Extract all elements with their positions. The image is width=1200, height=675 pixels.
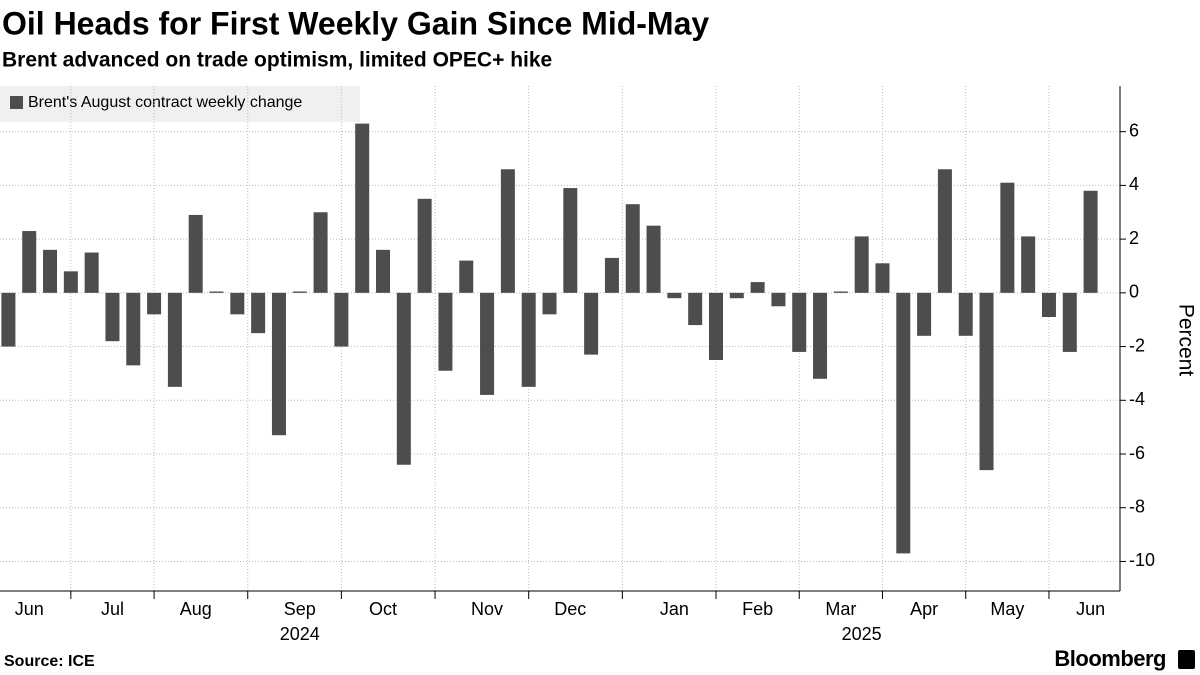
x-tick-label: Mar xyxy=(825,599,856,619)
y-tick-label: -10 xyxy=(1129,550,1155,570)
bar xyxy=(604,257,619,293)
x-tick-label: Jun xyxy=(1076,599,1105,619)
bar xyxy=(105,292,120,342)
x-tick-label: Apr xyxy=(910,599,938,619)
bar xyxy=(251,292,266,334)
bar xyxy=(708,292,723,360)
legend-label: Brent's August contract weekly change xyxy=(28,94,302,111)
bar xyxy=(688,292,703,326)
bar xyxy=(792,292,807,352)
y-tick-label: -2 xyxy=(1129,335,1145,355)
bar xyxy=(833,291,848,293)
bar xyxy=(188,214,203,293)
x-tick-label: Oct xyxy=(369,599,397,619)
bar xyxy=(813,292,828,379)
bar xyxy=(500,169,515,293)
x-tick-label: May xyxy=(990,599,1024,619)
bar xyxy=(896,292,911,554)
bar xyxy=(376,249,391,293)
y-tick-label: -4 xyxy=(1129,389,1145,409)
bar xyxy=(230,292,245,315)
source: Source: ICE xyxy=(4,653,95,670)
bar xyxy=(771,292,786,307)
brand-icon xyxy=(1178,650,1195,669)
y-tick-label: 4 xyxy=(1129,174,1139,194)
bar xyxy=(958,292,973,336)
bar xyxy=(646,225,661,293)
bar xyxy=(459,260,474,293)
bar xyxy=(355,123,370,293)
bar xyxy=(521,292,536,387)
bar xyxy=(63,271,78,293)
bar xyxy=(563,188,578,293)
bar xyxy=(542,292,557,315)
bar xyxy=(209,291,224,293)
bar xyxy=(417,198,432,293)
bar xyxy=(917,292,932,336)
bar xyxy=(729,292,744,299)
x-tick-label: Feb xyxy=(742,599,773,619)
bar xyxy=(334,292,349,347)
x-tick-label: Jul xyxy=(101,599,124,619)
x-tick-label: Nov xyxy=(471,599,503,619)
bar xyxy=(43,249,58,293)
bar xyxy=(1041,292,1056,318)
y-tick-label: -6 xyxy=(1129,443,1145,463)
legend-swatch xyxy=(10,96,23,109)
y-tick-label: 0 xyxy=(1129,282,1139,302)
bar xyxy=(313,212,328,293)
bar xyxy=(1083,190,1098,293)
bar xyxy=(396,292,411,465)
x-year-label: 2025 xyxy=(842,624,882,644)
y-tick-label: 2 xyxy=(1129,228,1139,248)
bar xyxy=(126,292,141,366)
bar xyxy=(1021,236,1036,293)
bar xyxy=(1,292,16,347)
bar xyxy=(292,291,307,293)
chart-subtitle: Brent advanced on trade optimism, limite… xyxy=(2,49,552,72)
brand: Bloomberg xyxy=(1054,646,1166,671)
bar xyxy=(1062,292,1077,352)
x-tick-label: Jan xyxy=(660,599,689,619)
bar xyxy=(271,292,286,436)
x-tick-label: Dec xyxy=(554,599,586,619)
bar xyxy=(625,204,640,293)
bar xyxy=(937,169,952,293)
bar xyxy=(147,292,162,315)
bar xyxy=(875,263,890,293)
bar xyxy=(1000,182,1015,293)
x-tick-label: Jun xyxy=(15,599,44,619)
bar xyxy=(667,292,682,299)
y-tick-label: -8 xyxy=(1129,496,1145,516)
y-axis-label: Percent xyxy=(1174,304,1197,377)
bar xyxy=(979,292,994,471)
chart-title: Oil Heads for First Weekly Gain Since Mi… xyxy=(2,5,709,41)
bar xyxy=(84,252,99,293)
bar xyxy=(750,282,765,293)
x-year-label: 2024 xyxy=(280,624,320,644)
bar xyxy=(438,292,453,371)
y-tick-label: 6 xyxy=(1129,120,1139,140)
bar xyxy=(854,236,869,293)
bar xyxy=(584,292,599,355)
x-tick-label: Aug xyxy=(180,599,212,619)
legend-box xyxy=(0,86,360,122)
bar xyxy=(480,292,495,395)
bar xyxy=(167,292,182,387)
x-tick-label: Sep xyxy=(284,599,316,619)
bar xyxy=(22,231,37,293)
